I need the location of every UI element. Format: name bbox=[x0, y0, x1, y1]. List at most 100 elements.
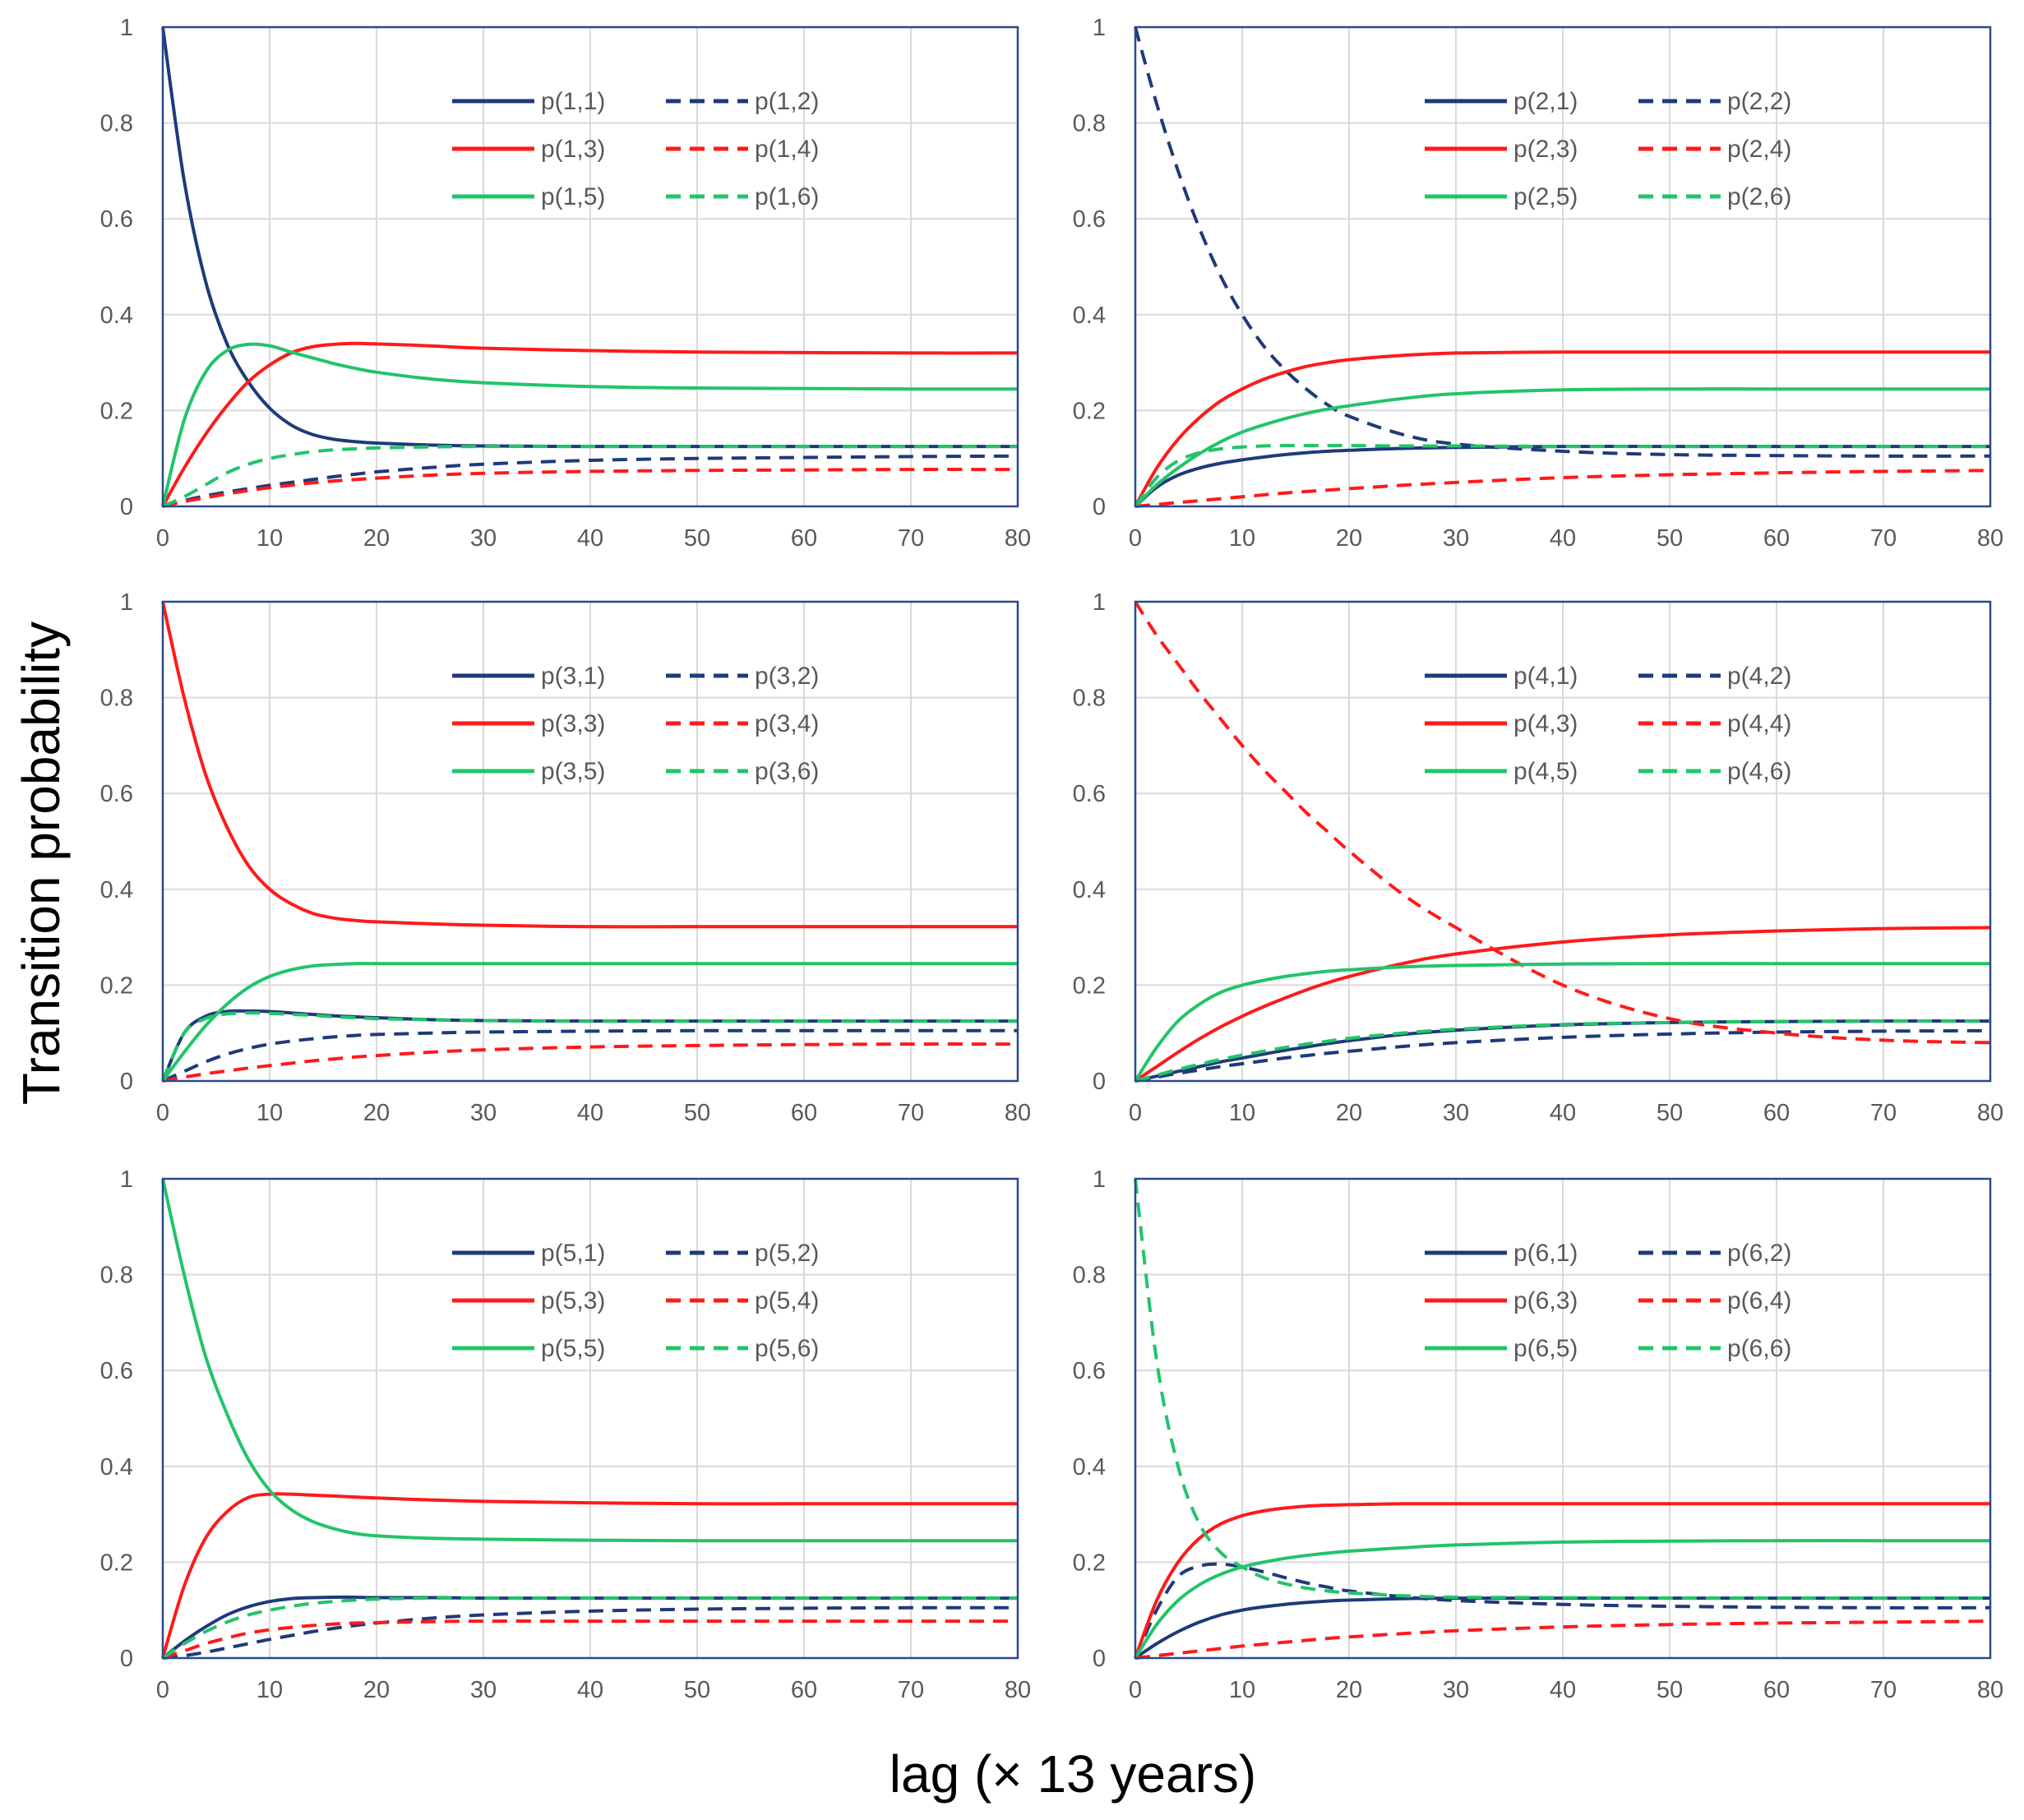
x-tick-label: 30 bbox=[470, 1100, 497, 1126]
legend-label: p(4,6) bbox=[1727, 758, 1791, 785]
y-tick-label: 0.2 bbox=[1073, 1550, 1106, 1576]
x-tick-label: 60 bbox=[791, 1100, 817, 1126]
legend-label: p(6,1) bbox=[1513, 1240, 1578, 1267]
series-line-p(4,1) bbox=[1134, 1019, 1991, 1083]
series-line-p(2,6) bbox=[1134, 443, 1990, 508]
legend-label: p(3,4) bbox=[755, 710, 819, 737]
series-line-p(4,3) bbox=[1134, 926, 1991, 1083]
x-tick-label: 30 bbox=[1443, 1677, 1469, 1703]
y-tick-label: 0.6 bbox=[100, 781, 133, 807]
x-tick-label: 80 bbox=[1005, 525, 1031, 552]
legend-label: p(2,6) bbox=[1727, 183, 1791, 210]
x-tick-label: 60 bbox=[1763, 525, 1790, 552]
legend-label: p(2,2) bbox=[1727, 88, 1791, 115]
y-tick-label: 1 bbox=[1093, 15, 1106, 41]
y-tick-label: 0.8 bbox=[100, 686, 133, 712]
x-tick-label: 10 bbox=[256, 525, 283, 552]
series-line-p(5,3) bbox=[161, 1492, 1018, 1659]
y-tick-label: 0.6 bbox=[100, 206, 133, 233]
y-tick-label: 0.6 bbox=[1073, 781, 1106, 807]
x-tick-label: 40 bbox=[1550, 525, 1576, 552]
x-tick-label: 60 bbox=[1763, 1677, 1790, 1703]
y-tick-label: 0.8 bbox=[1073, 686, 1106, 712]
legend-label: p(1,2) bbox=[755, 88, 819, 115]
legend-label: p(6,6) bbox=[1727, 1335, 1791, 1362]
x-tick-label: 20 bbox=[1336, 1100, 1362, 1126]
x-tick-label: 0 bbox=[1129, 525, 1142, 552]
series-line-p(1,6) bbox=[162, 445, 1018, 508]
plot-border bbox=[1134, 600, 1992, 1083]
chart-panel-5: 0 10 20 30 40 50 60 70 80 0 0.2 0.4 0.6 0.8 1 p(5,1) p(5… bbox=[100, 1166, 1031, 1703]
x-tick-label: 40 bbox=[1550, 1100, 1576, 1126]
x-tick-label: 50 bbox=[1657, 525, 1683, 552]
y-tick-label: 0 bbox=[1093, 1069, 1106, 1095]
x-tick-label: 0 bbox=[1129, 1100, 1142, 1126]
y-tick-label: 0.8 bbox=[100, 111, 133, 137]
legend-label: p(6,5) bbox=[1513, 1335, 1578, 1362]
chart-panel-6: 0 10 20 30 40 50 60 70 80 0 0.2 0.4 0.6 0.8 1 p(6,1) p(6… bbox=[1073, 1166, 2003, 1703]
x-tick-label: 80 bbox=[1977, 1100, 2003, 1126]
legend-label: p(1,1) bbox=[541, 88, 605, 115]
y-tick-label: 0 bbox=[1093, 1646, 1106, 1672]
legend-label: p(6,4) bbox=[1727, 1287, 1791, 1314]
series-line-p(6,1) bbox=[1134, 1596, 1990, 1660]
y-tick-label: 0.8 bbox=[100, 1263, 133, 1289]
y-tick-label: 0.4 bbox=[1073, 1454, 1106, 1480]
legend-label: p(3,6) bbox=[755, 758, 819, 785]
x-tick-label: 20 bbox=[363, 1100, 390, 1126]
legend-label: p(2,3) bbox=[1513, 136, 1578, 163]
x-tick-label: 40 bbox=[577, 525, 603, 552]
legend-label: p(5,3) bbox=[541, 1287, 605, 1314]
y-tick-label: 0.4 bbox=[100, 1454, 133, 1480]
y-tick-label: 0.8 bbox=[1073, 111, 1106, 137]
y-tick-label: 0.2 bbox=[100, 398, 133, 424]
x-tick-label: 60 bbox=[791, 1677, 817, 1703]
x-tick-label: 50 bbox=[1657, 1677, 1683, 1703]
legend-label: p(2,1) bbox=[1513, 88, 1578, 115]
y-tick-label: 1 bbox=[120, 589, 133, 616]
x-tick-label: 70 bbox=[1870, 1100, 1897, 1126]
x-tick-label: 80 bbox=[1005, 1100, 1031, 1126]
x-tick-label: 20 bbox=[1336, 1677, 1362, 1703]
plot-border bbox=[161, 25, 1019, 508]
series-line-p(3,5) bbox=[161, 962, 1019, 1083]
legend-label: p(5,5) bbox=[541, 1335, 605, 1362]
legend-label: p(3,5) bbox=[541, 758, 605, 785]
chart-panel-2: 0 10 20 30 40 50 60 70 80 0 0.2 0.4 0.6 0.8 1 p(2,1) p(2… bbox=[1073, 15, 2003, 552]
x-tick-label: 0 bbox=[1129, 1677, 1142, 1703]
x-tick-label: 40 bbox=[577, 1677, 603, 1703]
series-line-p(3,3) bbox=[161, 601, 1018, 929]
x-tick-label: 10 bbox=[1229, 1100, 1255, 1126]
legend-label: p(6,3) bbox=[1513, 1287, 1578, 1314]
series-line-p(6,5) bbox=[1134, 1539, 1990, 1660]
x-tick-label: 60 bbox=[1763, 1100, 1790, 1126]
y-tick-label: 0.2 bbox=[100, 972, 133, 999]
x-tick-label: 80 bbox=[1977, 525, 2003, 552]
x-tick-label: 10 bbox=[256, 1100, 283, 1126]
y-tick-label: 0 bbox=[1093, 494, 1106, 520]
series-line-p(6,6) bbox=[1134, 1178, 1990, 1601]
x-tick-label: 30 bbox=[1443, 525, 1469, 552]
legend-label: p(5,2) bbox=[755, 1240, 819, 1267]
legend-label: p(3,2) bbox=[755, 663, 819, 690]
plot-border bbox=[161, 1177, 1019, 1660]
x-tick-label: 70 bbox=[898, 1677, 924, 1703]
x-axis-label: lag (× 13 years) bbox=[890, 1744, 1256, 1804]
x-tick-label: 40 bbox=[1550, 1677, 1576, 1703]
x-tick-label: 70 bbox=[898, 1100, 924, 1126]
y-tick-label: 0.6 bbox=[1073, 206, 1106, 233]
y-tick-label: 0.2 bbox=[1073, 398, 1106, 424]
legend-label: p(1,3) bbox=[541, 136, 605, 163]
x-tick-label: 80 bbox=[1005, 1677, 1031, 1703]
x-tick-label: 30 bbox=[470, 1677, 497, 1703]
series-line-p(1,3) bbox=[161, 341, 1019, 507]
plot-border bbox=[1134, 25, 1992, 508]
y-tick-label: 0.2 bbox=[1073, 972, 1106, 999]
chart-panel-4: 0 10 20 30 40 50 60 70 80 0 0.2 0.4 0.6 0.8 1 p(4,1) p(4… bbox=[1073, 589, 2003, 1126]
legend-label: p(5,1) bbox=[541, 1240, 605, 1267]
series-line-p(1,5) bbox=[161, 342, 1019, 507]
y-tick-label: 0.6 bbox=[1073, 1358, 1106, 1384]
x-tick-label: 0 bbox=[156, 1100, 169, 1126]
series-line-p(5,5) bbox=[161, 1178, 1018, 1543]
x-tick-label: 50 bbox=[684, 1677, 710, 1703]
